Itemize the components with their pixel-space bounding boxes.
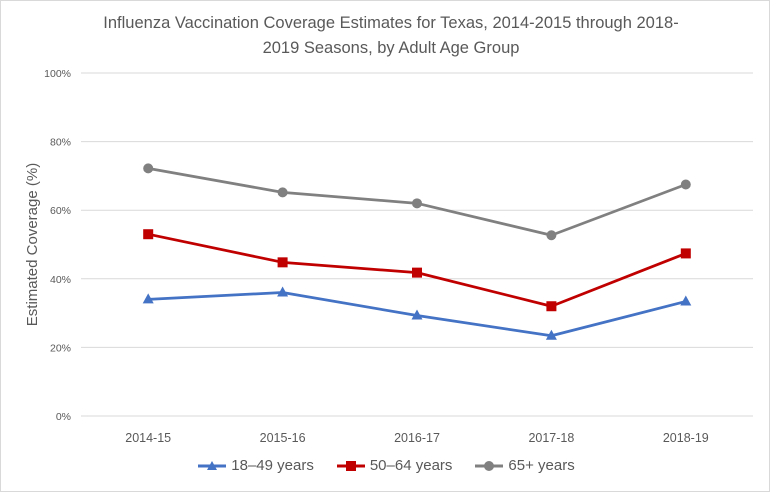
circle-marker-icon — [475, 460, 504, 471]
data-point — [411, 309, 423, 320]
data-point — [143, 229, 154, 240]
legend-label-50-64: 50–64 years — [369, 457, 453, 474]
y-tick-label: 0% — [56, 411, 71, 423]
data-point — [412, 267, 422, 278]
square-marker-icon — [336, 460, 365, 471]
line-chart: 0% 20% 40% 60% 80% 100% 2014-15 2015-16 2016-17 2… — [24, 68, 753, 445]
data-point — [545, 329, 557, 340]
x-tick-label: 2015-16 — [260, 431, 306, 445]
legend-item-65-plus: 65+ years — [474, 457, 575, 474]
data-point — [680, 248, 691, 259]
chart-title: Influenza Vaccination Coverage Estimates… — [71, 11, 711, 61]
data-point — [546, 301, 557, 312]
data-point — [680, 179, 691, 190]
y-tick-label: 80% — [50, 137, 71, 149]
data-point — [277, 286, 289, 297]
chart-title-line-2: 2019 Seasons, by Adult Age Group — [262, 39, 520, 57]
legend-label-65-plus: 65+ years — [508, 457, 575, 474]
triangle-marker-icon — [198, 460, 227, 470]
y-tick-label: 60% — [50, 205, 71, 217]
data-point — [546, 230, 557, 241]
legend-item-50-64: 50–64 years — [336, 457, 453, 474]
data-point — [277, 187, 288, 198]
chart-title-line-1: Influenza Vaccination Coverage Estimates… — [103, 14, 679, 32]
x-tick-label: 2014-15 — [125, 431, 171, 445]
legend-item-18-49: 18–49 years — [197, 457, 314, 474]
x-tick-label: 2017-18 — [528, 431, 574, 445]
legend-label-18-49: 18–49 years — [231, 457, 314, 474]
data-point — [143, 163, 154, 174]
x-tick-label: 2018-19 — [663, 431, 709, 445]
y-tick-label: 100% — [44, 68, 71, 80]
x-tick-label: 2016-17 — [394, 431, 440, 445]
data-point — [142, 293, 154, 304]
legend: 18–49 years 50–64 years 65+ years — [1, 457, 770, 474]
data-point — [412, 198, 422, 209]
data-point — [277, 257, 288, 268]
data-point — [680, 295, 692, 306]
y-tick-label: 20% — [50, 342, 71, 354]
y-axis-title: Estimated Coverage (%) — [24, 163, 41, 326]
y-tick-label: 40% — [50, 274, 71, 286]
